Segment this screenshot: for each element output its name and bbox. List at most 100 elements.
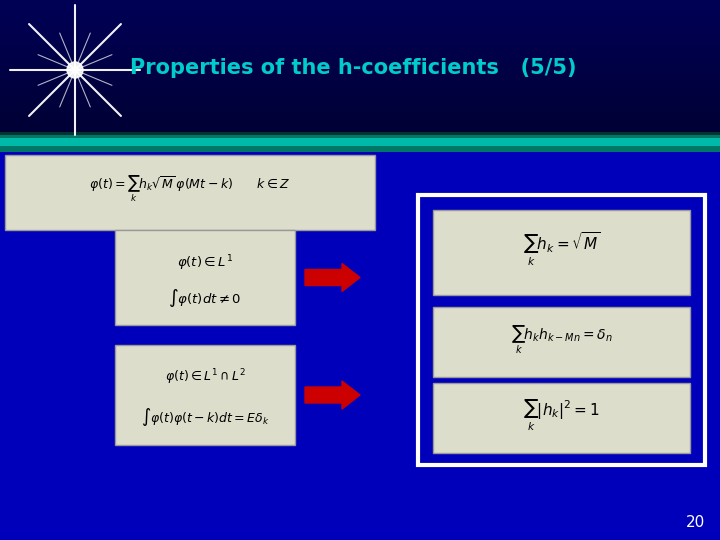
Bar — [0, 113, 720, 114]
Bar — [0, 11, 720, 12]
Bar — [0, 17, 720, 18]
Bar — [0, 33, 720, 34]
Bar — [0, 38, 720, 39]
Bar — [0, 66, 720, 67]
Bar — [0, 8, 720, 9]
Bar — [0, 27, 720, 28]
Bar — [0, 51, 720, 52]
Bar — [0, 49, 720, 50]
Bar — [0, 129, 720, 130]
Bar — [0, 29, 720, 30]
Bar — [0, 23, 720, 24]
Bar — [0, 114, 720, 115]
Bar — [0, 105, 720, 106]
Bar — [418, 195, 705, 465]
Text: $\varphi(t) = \sum_{k} h_k \sqrt{M}\,\varphi(Mt - k) \qquad k \in Z$: $\varphi(t) = \sum_{k} h_k \sqrt{M}\,\va… — [89, 173, 291, 204]
Bar — [0, 54, 720, 55]
Bar — [0, 83, 720, 84]
Bar — [0, 71, 720, 72]
Text: $\int \varphi(t)dt \neq 0$: $\int \varphi(t)dt \neq 0$ — [168, 287, 242, 309]
Bar — [0, 98, 720, 99]
Bar — [0, 115, 720, 116]
Bar — [0, 90, 720, 91]
Bar — [0, 24, 720, 25]
Bar — [0, 125, 720, 126]
Bar — [0, 65, 720, 66]
Bar — [0, 43, 720, 44]
Bar — [0, 95, 720, 96]
Bar — [0, 55, 720, 56]
Bar — [0, 130, 720, 131]
Bar — [0, 136, 720, 137]
Bar — [0, 14, 720, 15]
Bar — [0, 133, 720, 134]
Text: $\varphi(t) \in L^1$: $\varphi(t) \in L^1$ — [177, 253, 233, 273]
Bar — [0, 25, 720, 26]
Bar — [0, 28, 720, 29]
Bar — [0, 134, 720, 135]
Bar — [0, 137, 720, 138]
Bar — [0, 63, 720, 64]
Bar — [0, 74, 720, 75]
Bar — [0, 37, 720, 38]
Bar — [0, 21, 720, 22]
Bar — [0, 85, 720, 86]
Bar — [0, 22, 720, 23]
Bar — [0, 15, 720, 16]
Bar — [0, 70, 720, 71]
Bar — [0, 45, 720, 46]
Bar — [0, 127, 720, 128]
Bar — [0, 48, 720, 49]
Bar — [0, 57, 720, 58]
Bar — [0, 58, 720, 59]
Bar — [0, 117, 720, 118]
Bar — [0, 103, 720, 104]
Bar — [0, 132, 720, 135]
Bar — [0, 89, 720, 90]
Bar — [433, 307, 690, 377]
Bar — [0, 61, 720, 62]
Bar — [0, 100, 720, 101]
Bar — [0, 104, 720, 105]
Bar — [0, 96, 720, 97]
Bar — [0, 109, 720, 110]
Bar — [0, 68, 720, 69]
Bar — [0, 128, 720, 129]
Bar — [0, 26, 720, 27]
FancyArrow shape — [305, 264, 360, 292]
Bar — [0, 99, 720, 100]
Bar — [0, 13, 720, 14]
Bar — [0, 36, 720, 37]
Bar — [0, 81, 720, 82]
Bar — [0, 126, 720, 127]
Bar — [0, 102, 720, 103]
Bar — [0, 12, 720, 13]
Bar — [0, 19, 720, 20]
Bar — [0, 75, 720, 76]
Bar — [0, 42, 720, 43]
Bar — [0, 135, 720, 136]
Text: $\sum_{k} h_k = \sqrt{M}$: $\sum_{k} h_k = \sqrt{M}$ — [523, 231, 600, 268]
Bar — [0, 0, 720, 140]
Bar — [0, 7, 720, 8]
Bar — [0, 47, 720, 48]
Bar — [0, 30, 720, 31]
Bar — [0, 34, 720, 35]
Bar — [0, 62, 720, 63]
Bar — [0, 94, 720, 95]
Bar — [0, 3, 720, 4]
Bar — [0, 2, 720, 3]
Bar — [0, 67, 720, 68]
Bar — [0, 56, 720, 57]
Bar — [0, 73, 720, 74]
Bar — [0, 77, 720, 78]
Bar — [0, 64, 720, 65]
Bar — [0, 88, 720, 89]
Bar — [0, 124, 720, 125]
Bar — [0, 9, 720, 10]
Bar — [0, 92, 720, 93]
Bar — [0, 101, 720, 102]
Bar — [0, 132, 720, 133]
Bar — [0, 79, 720, 80]
Bar — [0, 72, 720, 73]
